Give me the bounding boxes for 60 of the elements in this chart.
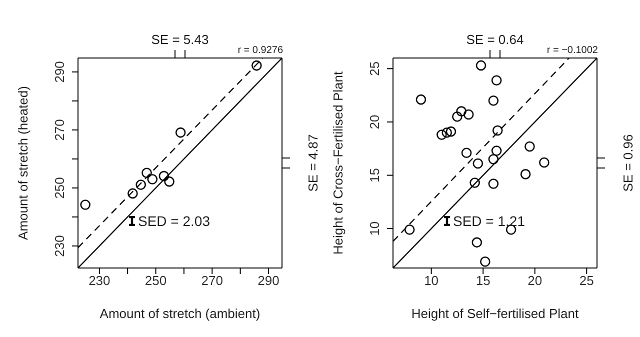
point — [463, 109, 474, 120]
point — [539, 157, 550, 168]
y-tick-label: 10 — [367, 221, 382, 236]
y-tick-label: 250 — [52, 177, 67, 199]
point — [147, 174, 158, 184]
x-tick-label: 290 — [258, 273, 280, 288]
point — [164, 176, 174, 187]
y2-axis-title: SE = 0.96 — [620, 134, 636, 192]
x2-axis-title: SE = 0.64 — [466, 32, 524, 48]
point — [175, 127, 186, 138]
point — [251, 60, 262, 71]
point — [472, 158, 484, 169]
point — [452, 111, 462, 122]
point — [470, 178, 480, 188]
text: r = −0.1002 — [546, 45, 598, 56]
point — [142, 168, 152, 178]
x-tick-label: 10 — [424, 273, 439, 288]
point — [488, 154, 499, 164]
y-tick-label: 230 — [52, 235, 67, 257]
point — [461, 148, 472, 158]
x-tick-label: 25 — [579, 273, 594, 288]
y-axis-title: Amount of stretch (heated) — [16, 86, 31, 240]
point — [520, 169, 531, 180]
point — [488, 95, 499, 106]
y-tick-label: 290 — [52, 61, 67, 83]
annotation: SED = 2.03 — [138, 213, 210, 229]
point — [436, 130, 447, 140]
y-tick-label: 25 — [367, 61, 382, 76]
point — [480, 256, 490, 267]
x-tick-label: 270 — [201, 273, 223, 288]
x-tick-label: 20 — [528, 273, 542, 288]
y-tick-label: 270 — [52, 119, 67, 141]
point — [476, 60, 486, 71]
point — [446, 126, 456, 137]
point — [524, 141, 535, 152]
point — [404, 224, 415, 235]
x-tick-label: 250 — [144, 273, 167, 288]
x-tick-label: 15 — [476, 273, 490, 288]
point — [442, 127, 452, 138]
point — [456, 106, 466, 116]
x-tick-label: 230 — [88, 273, 110, 288]
point — [491, 146, 502, 156]
point — [492, 125, 503, 136]
point — [80, 200, 90, 210]
point — [158, 170, 170, 182]
x-axis-title: Height of Self−fertilised Plant — [411, 306, 580, 321]
annotation: SED = 1.21 — [453, 213, 525, 229]
point — [416, 94, 426, 105]
y-tick-label: 15 — [367, 168, 382, 182]
point — [128, 188, 138, 199]
point — [472, 237, 482, 248]
x2-axis-title: SE = 5.43 — [151, 32, 209, 48]
text: r = 0.9276 — [238, 45, 283, 56]
point — [136, 180, 146, 190]
y2-axis-title: SE = 4.87 — [306, 134, 321, 192]
y-axis-title: Height of Cross−Fertilised Plant — [330, 71, 346, 255]
point — [488, 178, 499, 189]
x-axis-title: Amount of stretch (ambient) — [100, 306, 260, 321]
point — [491, 75, 502, 86]
y-tick-label: 20 — [367, 114, 382, 130]
